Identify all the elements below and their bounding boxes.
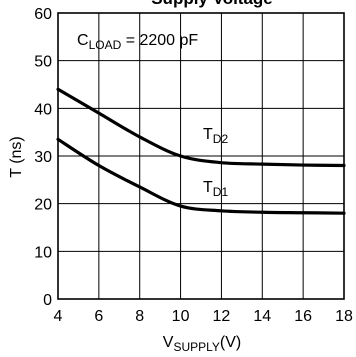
- x-tick-label: 12: [213, 308, 231, 325]
- x-axis-label-subscript: SUPPLY: [173, 340, 219, 354]
- x-tick-labels: 4 6 8 10 12 14 16 18: [54, 308, 353, 325]
- x-axis-label: VSUPPLY(V): [163, 334, 241, 354]
- x-tick-label: 6: [94, 308, 103, 325]
- load-annotation-value: = 2200 pF: [121, 32, 198, 49]
- y-tick-label: 20: [34, 197, 52, 214]
- grid: [58, 13, 344, 299]
- x-tick-label: 4: [54, 308, 63, 325]
- series-label-td1: TD1: [203, 179, 228, 199]
- series-label-td2: TD2: [203, 126, 228, 146]
- chart-title: Supply Voltage: [151, 0, 273, 8]
- y-tick-label: 60: [34, 6, 52, 23]
- x-tick-label: 14: [253, 308, 271, 325]
- load-annotation-subscript: LOAD: [89, 38, 122, 52]
- y-tick-label: 40: [34, 101, 52, 118]
- y-tick-label: 30: [34, 149, 52, 166]
- x-tick-label: 18: [335, 308, 353, 325]
- y-tick-label: 10: [34, 244, 52, 261]
- series-line-td2: [56, 87, 346, 168]
- y-tick-label: 0: [43, 292, 52, 309]
- x-tick-label: 10: [172, 308, 190, 325]
- series-lines: [56, 87, 346, 215]
- x-axis-label-unit: (V): [220, 334, 241, 351]
- series-label-td2-subscript: D2: [213, 132, 229, 146]
- plot-frame: [57, 12, 345, 300]
- series-label-td1-subscript: D1: [213, 185, 229, 199]
- series-label-td2-main: T: [203, 126, 213, 143]
- load-annotation-main: C: [77, 32, 89, 49]
- x-axis-label-main: V: [163, 334, 174, 351]
- y-tick-label: 50: [34, 54, 52, 71]
- series-label-td1-main: T: [203, 179, 213, 196]
- load-capacitance-annotation: CLOAD = 2200 pF: [77, 32, 198, 52]
- x-tick-label: 8: [135, 308, 144, 325]
- y-tick-labels: 0 10 20 30 40 50 60: [34, 6, 52, 309]
- series-line-td1: [56, 137, 346, 215]
- y-axis-label: T (ns): [8, 136, 25, 177]
- x-tick-label: 16: [294, 308, 312, 325]
